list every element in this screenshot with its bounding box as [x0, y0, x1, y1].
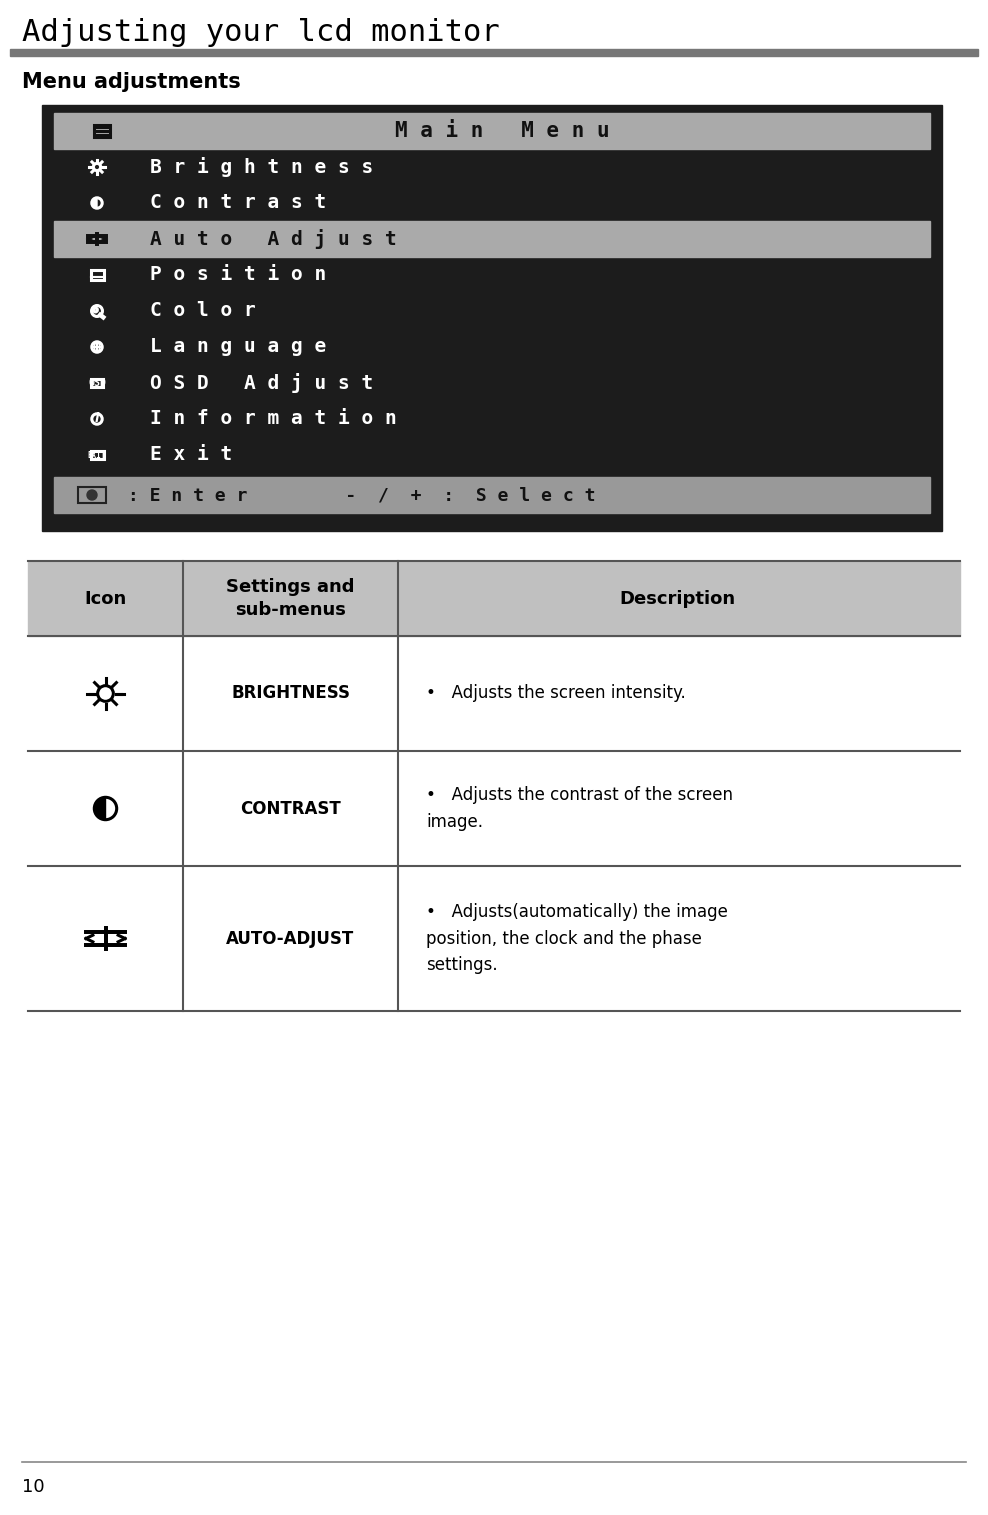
- Bar: [54, 114, 930, 148]
- Text: M a i n   M e n u: M a i n M e n u: [394, 121, 610, 141]
- Bar: [91, 271, 104, 280]
- Text: Icon: Icon: [84, 589, 126, 608]
- Text: E x i t: E x i t: [150, 445, 232, 465]
- Text: AUTO-ADJUST: AUTO-ADJUST: [226, 930, 355, 947]
- Bar: [54, 477, 930, 514]
- Text: O S D   A d j u s t: O S D A d j u s t: [150, 373, 373, 392]
- Wedge shape: [92, 198, 97, 208]
- Bar: [54, 221, 930, 258]
- Text: C o n t r a s t: C o n t r a s t: [150, 194, 326, 212]
- Circle shape: [87, 489, 97, 500]
- Text: A u t o   A d j u s t: A u t o A d j u s t: [150, 229, 397, 248]
- Bar: [42, 105, 942, 530]
- Bar: [28, 561, 960, 1011]
- Text: Settings and
sub-menus: Settings and sub-menus: [226, 577, 355, 620]
- Text: •   Adjusts the screen intensity.: • Adjusts the screen intensity.: [426, 685, 686, 703]
- Text: I n f o r m a t i o n: I n f o r m a t i o n: [150, 409, 397, 429]
- Text: EXIT: EXIT: [88, 450, 107, 459]
- Text: 10: 10: [22, 1479, 44, 1495]
- Bar: [91, 451, 104, 459]
- Text: L a n g u a g e: L a n g u a g e: [150, 338, 326, 356]
- Bar: [94, 124, 110, 138]
- Text: B r i g h t n e s s: B r i g h t n e s s: [150, 158, 373, 177]
- Text: P o s i t i o n: P o s i t i o n: [150, 265, 326, 285]
- Bar: [78, 486, 106, 503]
- Bar: [28, 561, 960, 636]
- Text: C o l o r: C o l o r: [150, 301, 256, 321]
- Text: CONTRAST: CONTRAST: [240, 800, 341, 818]
- Text: Adjusting your lcd monitor: Adjusting your lcd monitor: [22, 18, 500, 47]
- Text: BRIGHTNESS: BRIGHTNESS: [231, 685, 350, 703]
- Bar: [10, 48, 978, 56]
- Text: •   Adjusts the contrast of the screen
image.: • Adjusts the contrast of the screen ima…: [426, 786, 733, 830]
- Bar: [91, 379, 103, 388]
- Text: i: i: [95, 412, 99, 426]
- Text: Description: Description: [618, 589, 735, 608]
- Wedge shape: [94, 797, 106, 820]
- Text: OSD: OSD: [88, 379, 106, 388]
- Text: Menu adjustments: Menu adjustments: [22, 73, 241, 92]
- Text: •   Adjusts(automatically) the image
position, the clock and the phase
settings.: • Adjusts(automatically) the image posit…: [426, 903, 728, 974]
- Text: : E n t e r         -  /  +  :  S e l e c t: : E n t e r - / + : S e l e c t: [117, 486, 596, 504]
